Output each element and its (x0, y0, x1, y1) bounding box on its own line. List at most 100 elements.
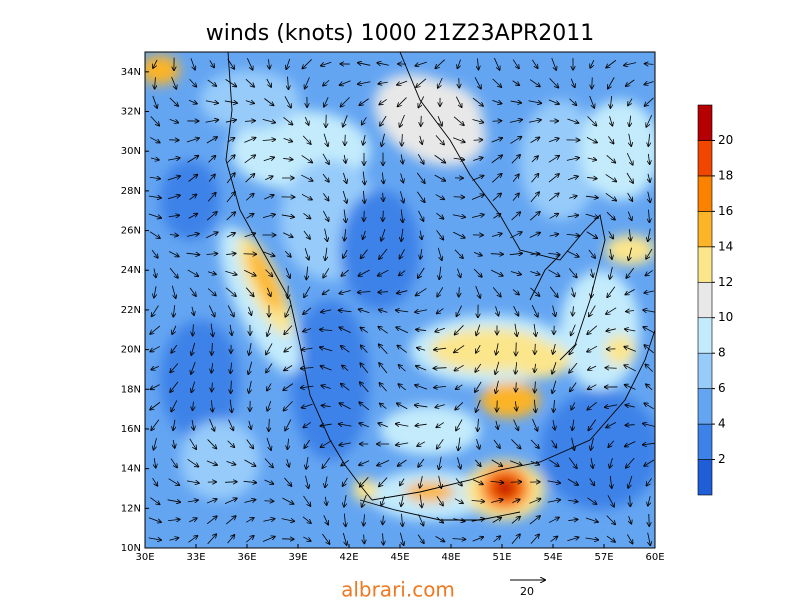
wind-arrow (341, 346, 350, 353)
wind-arrow (513, 419, 519, 431)
wind-arrow (189, 438, 196, 449)
wind-arrow (344, 229, 346, 241)
wind-arrow (532, 59, 537, 68)
wind-arrow (283, 158, 293, 159)
wind-arrow (492, 193, 501, 201)
wind-arrow (534, 323, 536, 336)
wind-arrow (382, 172, 383, 184)
wind-arrow (455, 96, 461, 108)
wind-arrow (629, 516, 632, 524)
wind-arrow (380, 403, 387, 409)
wind-arrow (360, 363, 369, 374)
wind-arrow (320, 424, 332, 426)
wind-arrow (589, 305, 596, 317)
wind-arrow (439, 456, 442, 470)
wind-arrow (284, 345, 292, 351)
wind-arrow (588, 365, 597, 370)
wind-arrow (530, 271, 539, 274)
wind-arrow (511, 212, 521, 221)
wind-arrow (186, 253, 200, 255)
wind-arrow (591, 437, 594, 450)
wind-arrow (434, 368, 447, 369)
wind-arrow (266, 363, 273, 372)
wind-arrow (363, 135, 365, 145)
wind-arrow (226, 233, 235, 238)
wind-arrow (496, 380, 499, 393)
wind-arrow (492, 517, 502, 523)
wind-arrow (473, 252, 482, 255)
wind-arrow (494, 57, 499, 70)
wind-arrow (649, 209, 650, 223)
wind-arrow (606, 307, 617, 314)
wind-arrow (531, 174, 538, 183)
wind-arrow (303, 213, 310, 218)
wind-arrow (192, 306, 194, 315)
wind-arrow (304, 286, 311, 298)
wind-arrow (191, 361, 196, 374)
wind-arrow (418, 267, 425, 278)
wind-arrow (549, 193, 558, 202)
wind-arrow (189, 79, 197, 86)
wind-arrow (212, 382, 213, 391)
wind-arrow (628, 475, 633, 488)
wind-arrow (244, 459, 255, 466)
wind-arrow (567, 215, 579, 217)
wind-arrow (553, 420, 555, 430)
wind-arrow (586, 231, 597, 239)
wind-arrow (420, 230, 422, 240)
lat-tick-label: 24N (121, 265, 141, 276)
wind-arrow (149, 177, 160, 179)
wind-arrow (478, 58, 479, 69)
wind-arrow (344, 513, 345, 527)
wind-arrow (302, 403, 313, 408)
lon-tick-label: 57E (594, 552, 613, 563)
wind-arrow (380, 115, 387, 126)
wind-arrow (381, 133, 385, 147)
wind-arrow (245, 194, 254, 201)
wind-arrow (207, 288, 216, 295)
wind-arrow (624, 347, 636, 352)
wind-arrow (624, 365, 636, 372)
wind-arrow (320, 347, 333, 352)
field-patch (605, 235, 655, 265)
wind-arrow (322, 193, 328, 200)
wind-arrow (287, 438, 288, 450)
wind-arrow (417, 441, 426, 446)
wind-arrow (286, 58, 291, 69)
wind-arrow (528, 101, 542, 104)
wind-arrow (572, 419, 574, 431)
wind-arrow (363, 190, 364, 203)
lon-tick-label: 42E (339, 552, 358, 563)
wind-arrow (587, 116, 597, 125)
wind-arrow (585, 517, 598, 522)
wind-arrow (401, 495, 403, 506)
wind-arrow (475, 363, 482, 372)
wind-arrow (608, 136, 613, 143)
wind-arrow (264, 501, 273, 502)
wind-arrow (169, 97, 178, 106)
lon-tick-label: 48E (441, 552, 460, 563)
wind-arrow (269, 418, 270, 431)
wind-arrow (648, 191, 650, 203)
wind-arrow (454, 249, 463, 259)
wind-arrow (167, 500, 181, 502)
wind-arrow (230, 362, 231, 374)
wind-arrow (377, 460, 390, 465)
wind-arrow (491, 138, 503, 143)
wind-arrow (246, 287, 253, 297)
wind-arrow (455, 401, 464, 409)
footer: albrari.com (341, 578, 455, 600)
colorbar-tick-label: 12 (718, 275, 733, 289)
wind-arrow (399, 532, 403, 546)
wind-arrow (516, 382, 517, 391)
wind-arrow (206, 137, 217, 144)
lon-tick-label: 51E (492, 552, 511, 563)
wind-arrow (342, 532, 346, 545)
wind-arrow (459, 287, 460, 296)
colorbar-tick-label: 6 (718, 381, 726, 395)
wind-arrow (416, 78, 427, 87)
wind-arrow (207, 79, 217, 86)
wind-arrow (301, 348, 313, 350)
wind-arrow (225, 482, 237, 483)
wind-arrow (474, 77, 481, 88)
